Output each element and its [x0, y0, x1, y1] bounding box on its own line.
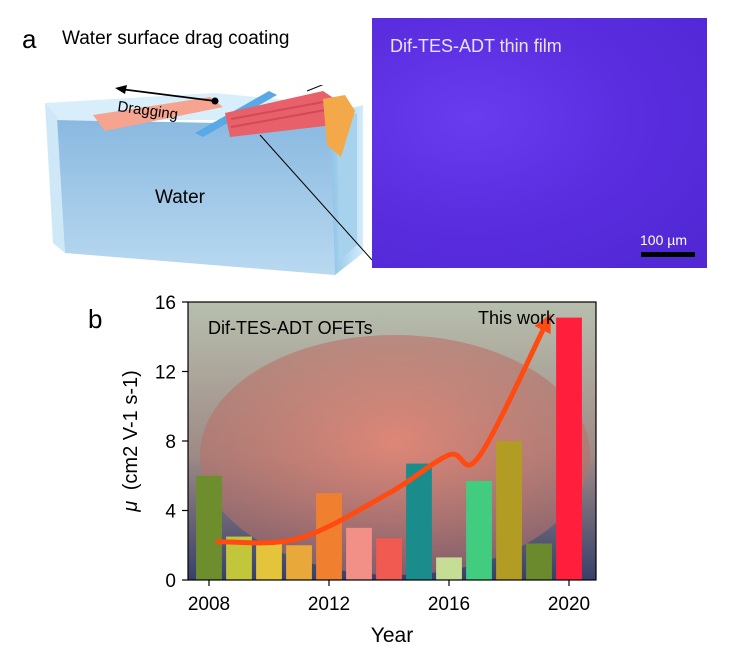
this-work-label: This work	[478, 308, 556, 328]
bar-2012	[316, 493, 342, 580]
y-axis: 0 4 8 12 16	[155, 293, 188, 592]
bar-2016	[436, 557, 462, 580]
bar-2020	[556, 318, 582, 580]
x-tick-label-2016: 2016	[428, 594, 470, 615]
panel-a-label: a	[22, 24, 36, 55]
y-tick-label-8: 8	[165, 432, 176, 453]
y-label-symbol: μ	[120, 501, 142, 513]
bar-2014	[376, 538, 402, 580]
x-tick-label-2008: 2008	[188, 594, 230, 615]
y-tick-label-4: 4	[165, 502, 176, 523]
leader-line-top	[307, 85, 372, 91]
drag-point	[212, 98, 219, 105]
water-label: Water	[155, 187, 206, 208]
coating-diagram: Dragging Water	[45, 85, 375, 285]
chart-inset-title: Dif-TES-ADT OFETs	[208, 318, 373, 338]
bar-2017	[466, 481, 492, 580]
x-tick-label-2012: 2012	[308, 594, 350, 615]
mobility-chart: 0 4 8 12 16 2008 2012 2016 2020 Dif-TES-ADT OFE…	[0, 280, 743, 652]
bar-2018	[496, 441, 522, 580]
scale-bar-line	[641, 252, 695, 257]
bar-2019	[526, 544, 552, 580]
bar-2008	[196, 476, 222, 580]
panel-a-title: Water surface drag coating	[62, 28, 289, 50]
y-tick-label-0: 0	[165, 571, 176, 592]
y-tick-label-12: 12	[155, 363, 176, 384]
bar-2013	[346, 528, 372, 580]
x-axis: 2008 2012 2016 2020	[188, 580, 590, 615]
y-tick-label-16: 16	[155, 293, 176, 314]
film-title: Dif-TES-ADT thin film	[390, 36, 562, 57]
y-label-units: (cm2 V-1 s-1)	[120, 370, 142, 490]
y-axis-label: μ (cm2 V-1 s-1)	[120, 370, 142, 513]
x-tick-label-2020: 2020	[548, 594, 590, 615]
x-axis-label: Year	[371, 624, 413, 647]
bar-2010	[256, 544, 282, 580]
scale-bar-text: 100 µm	[640, 232, 687, 248]
bar-2011	[286, 545, 312, 580]
